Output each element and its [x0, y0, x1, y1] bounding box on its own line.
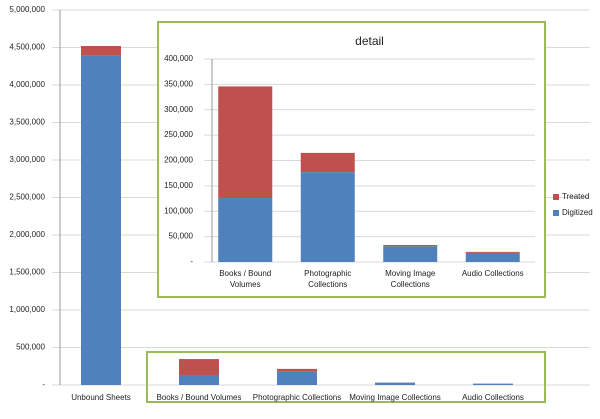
y-tick-label: 5,000,000: [9, 5, 45, 14]
legend-label: Treated: [562, 192, 589, 201]
y-tick-label: 350,000: [164, 79, 193, 88]
bar-segment: [81, 55, 121, 385]
x-tick-label: Books / Bound Volumes: [219, 269, 272, 289]
bar-segment: [218, 198, 273, 262]
x-tick-label: Unbound Sheets: [71, 393, 131, 402]
y-tick-label: 500,000: [16, 343, 45, 352]
bar-segment: [300, 152, 355, 173]
bar-segment: [300, 172, 355, 262]
y-tick-label: 300,000: [164, 105, 193, 114]
bar-segment: [473, 383, 513, 385]
bar-segment: [465, 251, 520, 253]
x-tick-label: Moving Image Collections: [385, 269, 436, 289]
y-tick-label: 1,500,000: [9, 268, 45, 277]
x-tick-label: Books / Bound Volumes: [156, 393, 242, 402]
bar-segment: [179, 359, 219, 376]
x-tick-label: Audio Collections: [462, 393, 524, 402]
bar-segment: [465, 252, 520, 262]
x-tick-label: Audio Collections: [461, 269, 524, 278]
bar-segment: [375, 382, 415, 385]
y-tick-label: 4,000,000: [9, 80, 45, 89]
y-tick-label: 100,000: [164, 206, 193, 215]
bar-segment: [277, 368, 317, 372]
x-tick-label: Photographic Collections: [304, 269, 352, 289]
y-tick-label: 200,000: [164, 156, 193, 165]
y-tick-label: 3,000,000: [9, 155, 45, 164]
bar-segment: [81, 46, 121, 56]
y-tick-label: 250,000: [164, 130, 193, 139]
y-tick-label: 400,000: [164, 54, 193, 63]
y-tick-label: 1,000,000: [9, 305, 45, 314]
legend-swatch: [553, 194, 559, 200]
bar-segment: [179, 375, 219, 385]
chart-title: detail: [355, 34, 384, 48]
detail-frame: [146, 351, 546, 403]
y-tick-label: 2,000,000: [9, 230, 45, 239]
legend-label: Digitized: [562, 208, 593, 217]
x-tick-label: Moving Image Collections: [349, 393, 441, 402]
y-tick-label: 4,500,000: [9, 43, 45, 52]
y-tick-label: 3,500,000: [9, 118, 45, 127]
bar-segment: [218, 86, 273, 199]
bar-segment: [383, 246, 438, 262]
y-tick-label: 150,000: [164, 181, 193, 190]
bar-segment: [277, 371, 317, 385]
x-tick-label: Photographic Collections: [252, 393, 342, 402]
y-tick-label: -: [190, 257, 193, 266]
y-tick-label: 2,500,000: [9, 193, 45, 202]
y-tick-label: 50,000: [169, 232, 194, 241]
bar-segment: [383, 244, 438, 247]
y-tick-label: -: [42, 380, 45, 389]
legend-swatch: [553, 210, 559, 216]
